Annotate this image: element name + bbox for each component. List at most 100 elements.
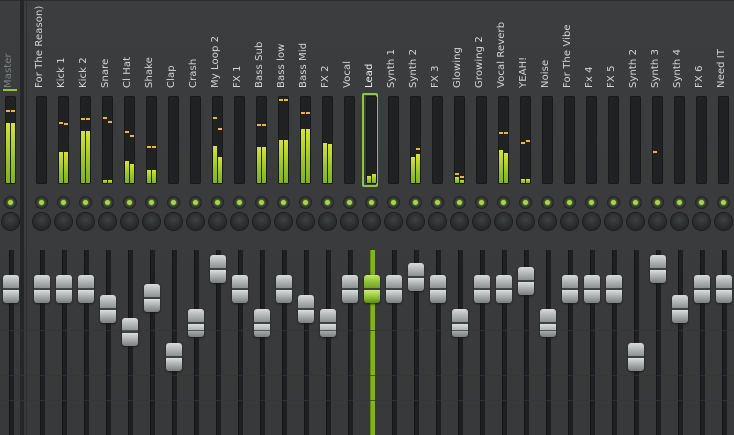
channel-strip[interactable]: Synth 1 [383, 0, 405, 435]
channel-name[interactable]: Synth 2 [408, 48, 419, 88]
channel-strip[interactable]: Shake [141, 0, 163, 435]
channel-strip[interactable]: Need IT [713, 0, 734, 435]
channel-name[interactable]: FX 2 [320, 65, 331, 88]
led-indicator-icon[interactable] [630, 197, 641, 208]
led-indicator-icon[interactable] [278, 197, 289, 208]
pan-knob-icon[interactable] [165, 213, 182, 230]
channel-strip[interactable]: Bass Mid [295, 0, 317, 435]
channel-name[interactable]: My Loop 2 [210, 35, 221, 88]
led-indicator-icon[interactable] [234, 197, 245, 208]
led-indicator-icon[interactable] [146, 197, 157, 208]
channel-strip[interactable]: For The Vibe [559, 0, 581, 435]
volume-fader-icon[interactable] [364, 275, 380, 303]
led-indicator-icon[interactable] [454, 197, 465, 208]
volume-fader-icon[interactable] [606, 275, 622, 303]
pan-knob-icon[interactable] [319, 213, 336, 230]
pan-knob-icon[interactable] [583, 213, 600, 230]
channel-strip[interactable]: FX 1 [229, 0, 251, 435]
pan-knob-icon[interactable] [121, 213, 138, 230]
pan-knob-icon[interactable] [99, 213, 116, 230]
channel-strip[interactable]: Clap [163, 0, 185, 435]
channel-name[interactable]: Synth 3 [650, 48, 661, 88]
channel-strip[interactable]: FX 3 [427, 0, 449, 435]
channel-name[interactable]: Clap [166, 65, 177, 88]
led-indicator-icon[interactable] [190, 197, 201, 208]
channel-strip[interactable]: Fx 4 [581, 0, 603, 435]
pan-knob-icon[interactable] [429, 213, 446, 230]
pan-knob-icon[interactable] [715, 213, 732, 230]
channel-name[interactable]: FX 6 [694, 65, 705, 88]
led-indicator-icon[interactable] [124, 197, 135, 208]
channel-strip[interactable]: Bass Sub [251, 0, 273, 435]
pan-knob-icon[interactable] [473, 213, 490, 230]
channel-name[interactable]: Crash [188, 58, 199, 88]
volume-fader-icon[interactable] [496, 275, 512, 303]
led-indicator-icon[interactable] [102, 197, 113, 208]
led-indicator-icon[interactable] [696, 197, 707, 208]
channel-strip[interactable]: YEAH! [515, 0, 537, 435]
led-indicator-icon[interactable] [718, 197, 729, 208]
pan-knob-icon[interactable] [231, 213, 248, 230]
channel-name[interactable]: Vocal [342, 60, 353, 88]
channel-name[interactable]: Kick 1 [56, 57, 67, 88]
channel-name[interactable]: Synth 2 [628, 48, 639, 88]
volume-fader-icon[interactable] [100, 295, 116, 323]
pan-knob-icon[interactable] [649, 213, 666, 230]
volume-fader-icon[interactable] [650, 255, 666, 283]
volume-fader-icon[interactable] [386, 275, 402, 303]
led-indicator-icon[interactable] [652, 197, 663, 208]
volume-fader-icon[interactable] [672, 295, 688, 323]
pan-knob-icon[interactable] [77, 213, 94, 230]
volume-fader-icon[interactable] [540, 309, 556, 337]
pan-knob-icon[interactable] [275, 213, 292, 230]
volume-fader-icon[interactable] [122, 318, 138, 346]
channel-strip[interactable]: Noise [537, 0, 559, 435]
led-indicator-icon[interactable] [300, 197, 311, 208]
led-indicator-icon[interactable] [674, 197, 685, 208]
volume-fader-icon[interactable] [276, 275, 292, 303]
led-indicator-icon[interactable] [322, 197, 333, 208]
channel-strip[interactable]: FX 5 [603, 0, 625, 435]
channel-name[interactable]: Synth 1 [386, 48, 397, 88]
led-indicator-icon[interactable] [256, 197, 267, 208]
led-indicator-icon[interactable] [586, 197, 597, 208]
volume-fader-icon[interactable] [408, 263, 424, 291]
volume-fader-icon[interactable] [78, 275, 94, 303]
volume-fader-icon[interactable] [254, 309, 270, 337]
channel-strip[interactable]: For The Reason) [31, 0, 53, 435]
led-indicator-icon[interactable] [410, 197, 421, 208]
channel-name[interactable]: FX 1 [232, 65, 243, 88]
volume-fader-icon[interactable] [56, 275, 72, 303]
channel-strip[interactable]: Vocal [339, 0, 361, 435]
channel-strip[interactable]: Synth 3 [647, 0, 669, 435]
volume-fader-icon[interactable] [628, 343, 644, 371]
led-indicator-icon[interactable] [498, 197, 509, 208]
pan-knob-icon[interactable] [495, 213, 512, 230]
led-indicator-icon[interactable] [212, 197, 223, 208]
pan-knob-icon[interactable] [341, 213, 358, 230]
channel-name[interactable]: Snare [100, 58, 111, 88]
pan-knob-icon[interactable] [517, 213, 534, 230]
pan-knob-icon[interactable] [627, 213, 644, 230]
channel-name[interactable]: Bass Mid [298, 42, 309, 88]
channel-strip[interactable]: FX 2 [317, 0, 339, 435]
volume-fader-icon[interactable] [474, 275, 490, 303]
channel-name[interactable]: Bass Sub [254, 41, 265, 88]
master-channel-strip[interactable]: Master [0, 0, 22, 435]
led-indicator-icon[interactable] [476, 197, 487, 208]
led-indicator-icon[interactable] [564, 197, 575, 208]
channel-strip[interactable]: Growing 2 [471, 0, 493, 435]
channel-strip[interactable]: FX 6 [691, 0, 713, 435]
led-indicator-icon[interactable] [5, 197, 16, 208]
channel-strip[interactable]: Glowing [449, 0, 471, 435]
volume-fader-icon[interactable] [232, 275, 248, 303]
channel-name[interactable]: Lead [364, 63, 375, 88]
channel-strip[interactable]: Bass low [273, 0, 295, 435]
channel-name[interactable]: Noise [540, 59, 551, 88]
pan-knob-icon[interactable] [671, 213, 688, 230]
volume-fader-icon[interactable] [298, 295, 314, 323]
led-indicator-icon[interactable] [80, 197, 91, 208]
led-indicator-icon[interactable] [58, 197, 69, 208]
channel-strip[interactable]: Crash [185, 0, 207, 435]
channel-name[interactable]: Growing 2 [474, 36, 485, 88]
